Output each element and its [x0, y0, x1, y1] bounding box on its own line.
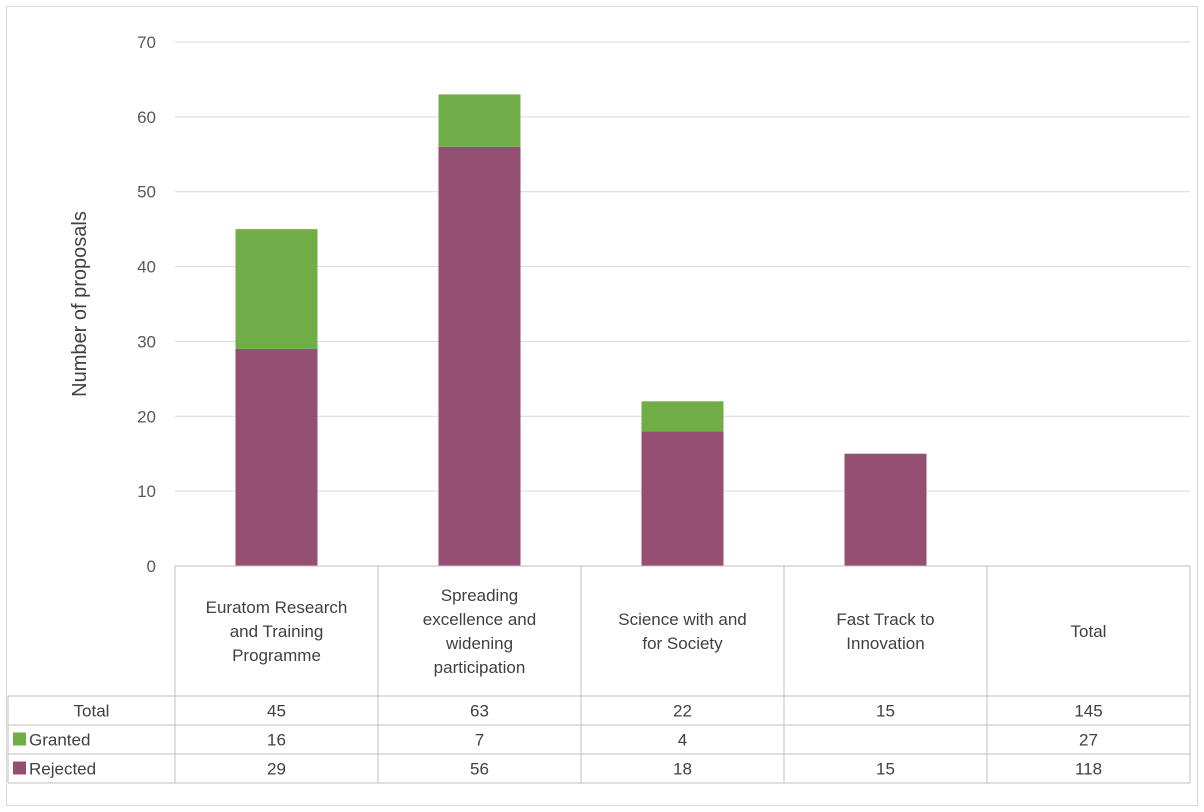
table-cell: 4 [678, 731, 687, 750]
table-cell: 29 [267, 760, 286, 779]
category-label: for Society [642, 634, 723, 653]
row-label: Total [74, 702, 110, 721]
row-label: Rejected [29, 760, 96, 779]
bar-rejected [641, 431, 724, 566]
bar-granted [438, 94, 521, 147]
table-cell: 63 [470, 702, 489, 721]
table-cell: 18 [673, 760, 692, 779]
chart-frame [6, 6, 1198, 806]
y-tick-label: 10 [137, 482, 156, 501]
category-label: Spreading [441, 586, 519, 605]
bar-rejected [235, 348, 318, 566]
y-axis-label: Number of proposals [69, 211, 91, 397]
table-cell: 45 [267, 702, 286, 721]
y-tick-label: 30 [137, 332, 156, 351]
table-cell: 15 [876, 760, 895, 779]
category-label: and Training [230, 622, 324, 641]
bar-rejected [844, 453, 927, 566]
category-label: excellence and [423, 610, 536, 629]
bar-rejected [438, 146, 521, 567]
category-label: Total [1071, 622, 1107, 641]
y-tick-label: 50 [137, 183, 156, 202]
table-cell: 16 [267, 731, 286, 750]
legend-swatch [13, 732, 26, 746]
bar-granted [641, 401, 724, 432]
category-label: Euratom Research [206, 598, 348, 617]
category-label: Innovation [846, 634, 924, 653]
y-tick-label: 60 [137, 108, 156, 127]
category-label: participation [434, 658, 526, 677]
table-cell: 22 [673, 702, 692, 721]
category-label: widening [445, 634, 513, 653]
bar-granted [235, 229, 318, 349]
y-tick-label: 40 [137, 258, 156, 277]
table-cell: 15 [876, 702, 895, 721]
legend-swatch [13, 761, 26, 775]
row-label: Granted [29, 731, 90, 750]
y-tick-label: 70 [137, 33, 156, 52]
category-label: Programme [232, 646, 321, 665]
y-tick-label: 20 [137, 407, 156, 426]
table-cell: 145 [1074, 702, 1102, 721]
y-tick-label: 0 [147, 557, 156, 576]
table-cell: 56 [470, 760, 489, 779]
table-cell: 27 [1079, 731, 1098, 750]
category-label: Fast Track to [836, 610, 934, 629]
table-cell: 7 [475, 731, 484, 750]
table-cell: 118 [1075, 760, 1102, 779]
category-label: Science with and [618, 610, 747, 629]
